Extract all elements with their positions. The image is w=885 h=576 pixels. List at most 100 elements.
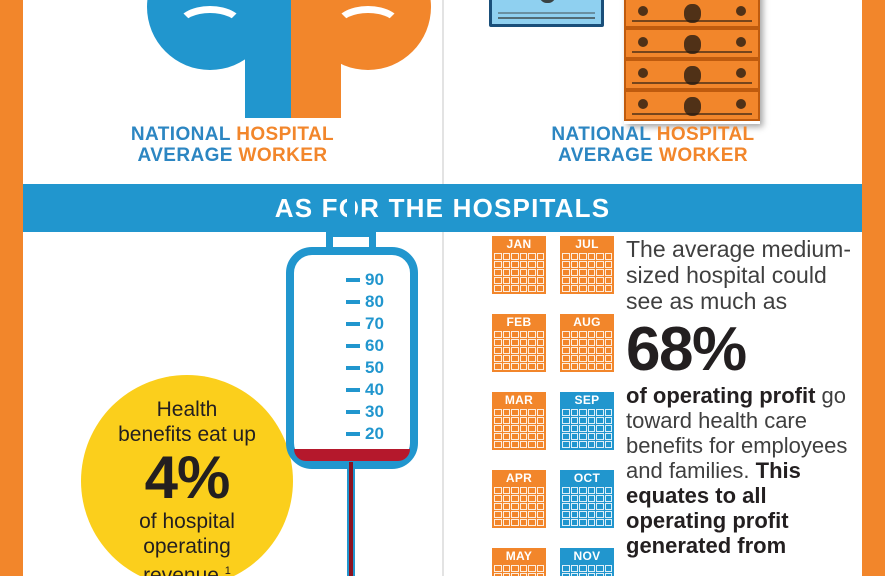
calendar-day-cell bbox=[596, 331, 604, 338]
calendar-day-cell bbox=[519, 285, 527, 292]
calendar-day-cell bbox=[587, 511, 595, 518]
calendar-day-cell bbox=[579, 347, 587, 354]
calendar-day-cell bbox=[502, 487, 510, 494]
calendar-day-cell bbox=[596, 573, 604, 576]
calendar-day-cell bbox=[494, 253, 502, 260]
calendar-day-cell bbox=[562, 339, 570, 346]
tick-label: 30 bbox=[365, 402, 384, 421]
calendar-day-cell bbox=[528, 433, 536, 440]
calendar-day-cell bbox=[519, 363, 527, 370]
calendar-day-cell bbox=[511, 503, 519, 510]
calendar-day-cell bbox=[579, 285, 587, 292]
calendar-day-cell bbox=[604, 269, 612, 276]
iv-tick: 90 bbox=[346, 269, 416, 291]
calendar-day-cell bbox=[587, 285, 595, 292]
iv-tick: 40 bbox=[346, 379, 416, 401]
calendar-day-cell bbox=[519, 503, 527, 510]
calendar-month-label: SEP bbox=[574, 393, 600, 407]
calendar-day-cell bbox=[596, 519, 604, 526]
calendar-day-cell bbox=[587, 277, 595, 284]
bill-seal-right bbox=[736, 68, 746, 78]
bill-portrait bbox=[684, 35, 701, 54]
calendar-day-cell bbox=[596, 261, 604, 268]
calendar-day-cell bbox=[579, 355, 587, 362]
calendar-day-cell bbox=[570, 565, 578, 572]
calendar-day-cell bbox=[502, 565, 510, 572]
calendar-day-cell bbox=[596, 409, 604, 416]
calendar-day-cell bbox=[604, 503, 612, 510]
calendar-day-cell bbox=[494, 409, 502, 416]
calendar-cells bbox=[494, 253, 544, 292]
caption-national: NATIONAL bbox=[551, 124, 652, 145]
calendar-day-cell bbox=[570, 511, 578, 518]
iv-tick: 70 bbox=[346, 313, 416, 335]
calendar-day-cell bbox=[511, 253, 519, 260]
calendar-day-cell bbox=[570, 363, 578, 370]
calendar-day-cell bbox=[604, 441, 612, 448]
calendar-day-cell bbox=[519, 425, 527, 432]
calendar-day-cell bbox=[536, 565, 544, 572]
calendar-day-cell bbox=[494, 355, 502, 362]
yellow-stat-line4: operating bbox=[143, 535, 231, 558]
calendar-day-cell bbox=[519, 511, 527, 518]
calendar-cells bbox=[562, 487, 612, 526]
calendar-day-cell bbox=[519, 339, 527, 346]
caption-national: NATIONAL bbox=[130, 124, 231, 145]
calendar-day-cell bbox=[579, 331, 587, 338]
calendar-day-cell bbox=[494, 261, 502, 268]
calendar-day-cell bbox=[587, 331, 595, 338]
calendar-day-cell bbox=[536, 347, 544, 354]
bill-baseline bbox=[632, 82, 752, 84]
calendar-cells bbox=[494, 487, 544, 526]
calendar-day-cell bbox=[536, 487, 544, 494]
calendar-day-cell bbox=[570, 269, 578, 276]
bar-hospital-worker bbox=[291, 0, 341, 118]
calendar-day-cell bbox=[494, 573, 502, 576]
calendar-day-cell bbox=[502, 433, 510, 440]
caption-hospital: HOSPITAL bbox=[656, 124, 755, 145]
calendar-day-cell bbox=[511, 441, 519, 448]
calendar-day-cell bbox=[604, 487, 612, 494]
calendar-feb: FEB bbox=[492, 314, 546, 372]
calendar-day-cell bbox=[519, 487, 527, 494]
calendar-day-cell bbox=[502, 503, 510, 510]
calendar-day-cell bbox=[494, 269, 502, 276]
calendar-day-cell bbox=[502, 331, 510, 338]
calendar-day-cell bbox=[562, 573, 570, 576]
calendar-day-cell bbox=[562, 253, 570, 260]
top-right-panel: NATIONAL HOSPITAL AVERAGE WORKER bbox=[444, 0, 862, 184]
bill-baseline bbox=[498, 17, 595, 19]
tick-dash-icon bbox=[346, 366, 360, 370]
calendar-day-cell bbox=[587, 417, 595, 424]
calendar-day-cell bbox=[511, 347, 519, 354]
tick-label: 60 bbox=[365, 336, 384, 355]
caption-average: AVERAGE bbox=[558, 145, 654, 166]
calendar-day-cell bbox=[579, 495, 587, 502]
calendar-oct: OCT bbox=[560, 470, 614, 528]
calendar-day-cell bbox=[536, 417, 544, 424]
calendar-day-cell bbox=[604, 253, 612, 260]
bottom-section: Health benefits eat up 4% of hospital op… bbox=[23, 190, 862, 576]
calendar-day-cell bbox=[528, 511, 536, 518]
calendar-day-cell bbox=[570, 261, 578, 268]
calendar-day-cell bbox=[536, 363, 544, 370]
calendar-day-cell bbox=[562, 487, 570, 494]
calendar-day-cell bbox=[587, 409, 595, 416]
calendar-day-cell bbox=[604, 425, 612, 432]
calendar-cells bbox=[562, 331, 612, 370]
calendar-day-cell bbox=[536, 495, 544, 502]
calendar-day-cell bbox=[562, 503, 570, 510]
calendar-day-cell bbox=[511, 269, 519, 276]
calendar-day-cell bbox=[536, 269, 544, 276]
calendar-day-cell bbox=[579, 269, 587, 276]
calendar-day-cell bbox=[511, 363, 519, 370]
iv-tick: 80 bbox=[346, 291, 416, 313]
calendar-day-cell bbox=[511, 487, 519, 494]
calendar-day-cell bbox=[536, 409, 544, 416]
calendar-day-cell bbox=[587, 503, 595, 510]
iv-fluid-fill bbox=[294, 449, 410, 461]
calendar-day-cell bbox=[502, 417, 510, 424]
calendar-day-cell bbox=[604, 285, 612, 292]
calendar-day-cell bbox=[570, 425, 578, 432]
tick-dash-icon bbox=[346, 278, 360, 282]
